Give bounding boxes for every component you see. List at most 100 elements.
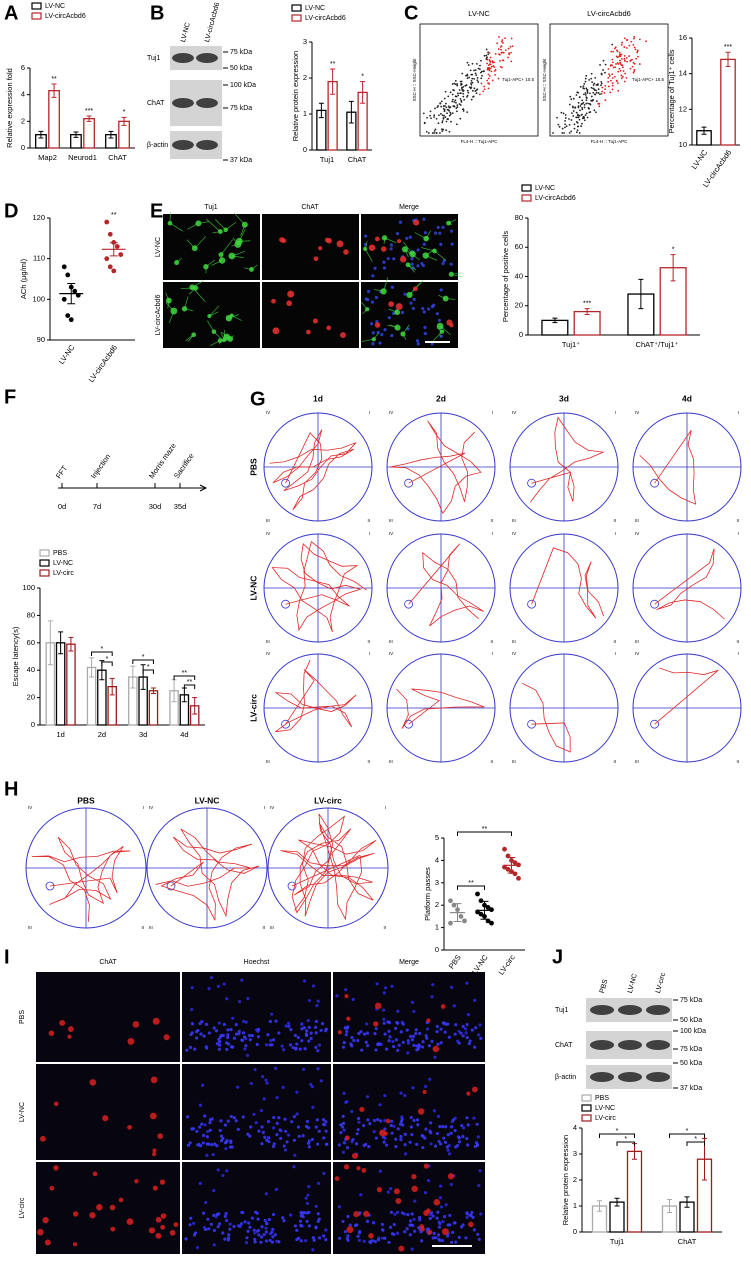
cell [311, 1105, 315, 1109]
flow-event [474, 69, 477, 72]
error-bar [130, 665, 136, 689]
cell [264, 1192, 268, 1196]
cell [382, 266, 387, 270]
cell [400, 310, 405, 315]
micrograph-column-label: ChAT [301, 204, 319, 211]
flow-event [626, 39, 628, 42]
swim-path [530, 416, 605, 503]
cell [315, 1118, 319, 1122]
flow-event [436, 106, 439, 109]
cell [227, 1233, 231, 1237]
legend-swatch [39, 569, 50, 577]
flow-event [455, 123, 458, 126]
flow-y-label: SSC-H :: SSC-Height [542, 58, 547, 102]
cell [380, 246, 387, 252]
flow-event [598, 105, 601, 108]
cell [371, 1221, 376, 1225]
cell [272, 1126, 276, 1130]
cell [410, 262, 414, 266]
cell [388, 1225, 393, 1229]
flow-event [556, 116, 558, 119]
flow-event [615, 55, 618, 58]
maze-row-label: LV-NC [248, 576, 258, 601]
cell [341, 1114, 345, 1118]
y-tick-label: 4 [573, 1123, 577, 1132]
cell [264, 1230, 268, 1234]
flow-x-label: FL4-H :: Tuj1-APC [461, 139, 499, 144]
flow-event [439, 132, 441, 134]
cell [271, 1212, 276, 1217]
cell [381, 1228, 385, 1232]
maze-quadrant-label: IV [389, 531, 393, 536]
cell [463, 1027, 468, 1031]
cell [450, 229, 454, 233]
cell [250, 1034, 254, 1038]
cell [394, 1026, 398, 1030]
flow-title: LV-circAcbd6 [587, 9, 631, 18]
flow-event [433, 114, 436, 117]
error-bar [51, 83, 57, 98]
cell [199, 1144, 203, 1148]
cell [217, 1222, 222, 1226]
flow-event [607, 85, 610, 88]
flow-event [612, 66, 615, 69]
maze-quadrant-label: IV [266, 651, 270, 656]
flow-event [456, 83, 459, 85]
cell [384, 1143, 389, 1147]
timeline-event: Sacrifice [172, 452, 196, 481]
cell [422, 242, 426, 246]
flow-event [620, 44, 623, 46]
maze-quadrant-lines [387, 413, 495, 521]
flow-event [619, 55, 622, 58]
flow-event [456, 110, 458, 113]
flow-event [489, 56, 492, 59]
flow-event [499, 46, 502, 48]
flow-event [595, 91, 598, 94]
flow-event [579, 109, 581, 112]
cell [253, 1240, 257, 1244]
cell [345, 1026, 349, 1030]
significance-bracket [599, 1133, 635, 1138]
cell [262, 1097, 266, 1101]
cell [447, 1152, 452, 1156]
cell [237, 1029, 241, 1033]
data-point [118, 252, 124, 257]
error-bar [109, 677, 115, 696]
legend-label: LV-NC [535, 185, 555, 192]
flow-event [570, 130, 573, 133]
flow-event [451, 98, 454, 101]
cell [425, 1208, 431, 1214]
flow-event [600, 73, 603, 76]
cell [359, 1030, 363, 1034]
cell [270, 1043, 274, 1047]
cell [370, 300, 375, 304]
maze-quadrant-label: II [367, 759, 370, 764]
flow-event [447, 118, 449, 121]
maze-column-label: 1d [313, 393, 323, 403]
cell [243, 1047, 247, 1051]
cell [241, 1031, 246, 1035]
flow-event [582, 87, 584, 89]
cell [304, 1032, 309, 1036]
cell [218, 1040, 222, 1044]
flow-event [572, 97, 575, 100]
maze-quadrant-lines [633, 654, 741, 762]
maze-quadrant-label: II [613, 759, 616, 764]
cell [40, 1135, 46, 1142]
micrograph [333, 1162, 485, 1254]
cell [109, 1204, 116, 1211]
flow-event [429, 110, 432, 113]
cell [324, 1129, 328, 1133]
flow-event [449, 111, 452, 114]
flow-event [487, 82, 490, 84]
cell [207, 1031, 212, 1035]
cell [408, 1233, 412, 1237]
flow-event [575, 94, 578, 96]
data-point [72, 288, 78, 294]
cell [234, 1119, 238, 1123]
cell [198, 1125, 202, 1129]
cell [272, 1142, 276, 1146]
flow-event [478, 68, 481, 71]
cell [198, 1181, 202, 1185]
